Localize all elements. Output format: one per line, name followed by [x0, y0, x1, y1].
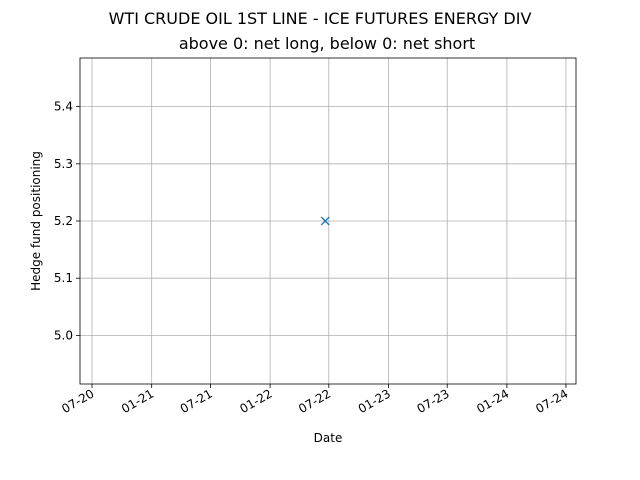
- y-tick-label: 5.2: [54, 214, 73, 228]
- x-tick-label: 07-23: [415, 386, 452, 416]
- y-tick-label: 5.0: [54, 328, 73, 342]
- chart-subtitle: above 0: net long, below 0: net short: [179, 34, 475, 53]
- x-axis-label: Date: [314, 431, 343, 445]
- x-tick-label: 01-23: [356, 386, 393, 416]
- data-marks: [320, 216, 330, 226]
- y-tick-label: 5.4: [54, 100, 73, 114]
- grid: [80, 58, 576, 384]
- x-tick-label: 07-22: [296, 386, 333, 416]
- x-tick-label: 07-24: [533, 386, 570, 416]
- data-point-x-marker: [320, 216, 330, 226]
- x-tick-label: 07-21: [178, 386, 215, 416]
- y-tick-label: 5.3: [54, 157, 73, 171]
- y-axis-label: Hedge fund positioning: [29, 151, 43, 291]
- ticks: 07-20 01-21 07-21 01-22 07-22 01-23 07-23 01-24…: [54, 100, 571, 416]
- x-tick-label: 01-22: [237, 386, 274, 416]
- y-tick-label: 5.1: [54, 271, 73, 285]
- x-tick-label: 07-20: [59, 386, 96, 416]
- x-tick-label: 01-21: [119, 386, 156, 416]
- chart-title: WTI CRUDE OIL 1ST LINE - ICE FUTURES ENE…: [109, 9, 532, 28]
- x-tick-label: 01-24: [474, 386, 511, 416]
